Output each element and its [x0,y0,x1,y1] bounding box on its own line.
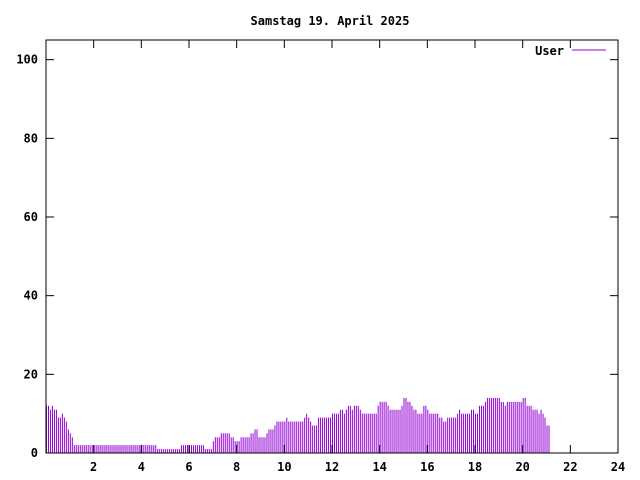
y-tick-label: 40 [24,289,38,303]
x-tick-label: 18 [468,460,482,474]
x-tick-label: 8 [233,460,240,474]
x-tick-label: 20 [515,460,529,474]
plot-frame [45,39,619,454]
legend-label: User [535,44,564,58]
y-tick-labels: 0 20 40 60 80 100 [16,53,38,460]
legend: User [535,44,606,58]
x-tick-labels: 2 4 6 8 10 12 14 16 18 20 22 24 [90,460,625,474]
y-tick-label: 80 [24,131,38,145]
x-tick-label: 16 [420,460,434,474]
y-tick-label: 60 [24,210,38,224]
x-tick-label: 10 [277,460,291,474]
series-bars [46,397,550,453]
x-tick-label: 12 [325,460,339,474]
x-tick-label: 14 [372,460,386,474]
y-tick-label: 20 [24,367,38,381]
axis-ticks [46,40,619,454]
chart-title: Samstag 19. April 2025 [251,14,410,28]
x-tick-label: 24 [611,460,625,474]
x-tick-label: 22 [563,460,577,474]
x-tick-label: 2 [90,460,97,474]
x-tick-label: 6 [185,460,192,474]
y-tick-label: 100 [16,53,38,67]
y-tick-label: 0 [31,446,38,460]
x-tick-label: 4 [138,460,145,474]
